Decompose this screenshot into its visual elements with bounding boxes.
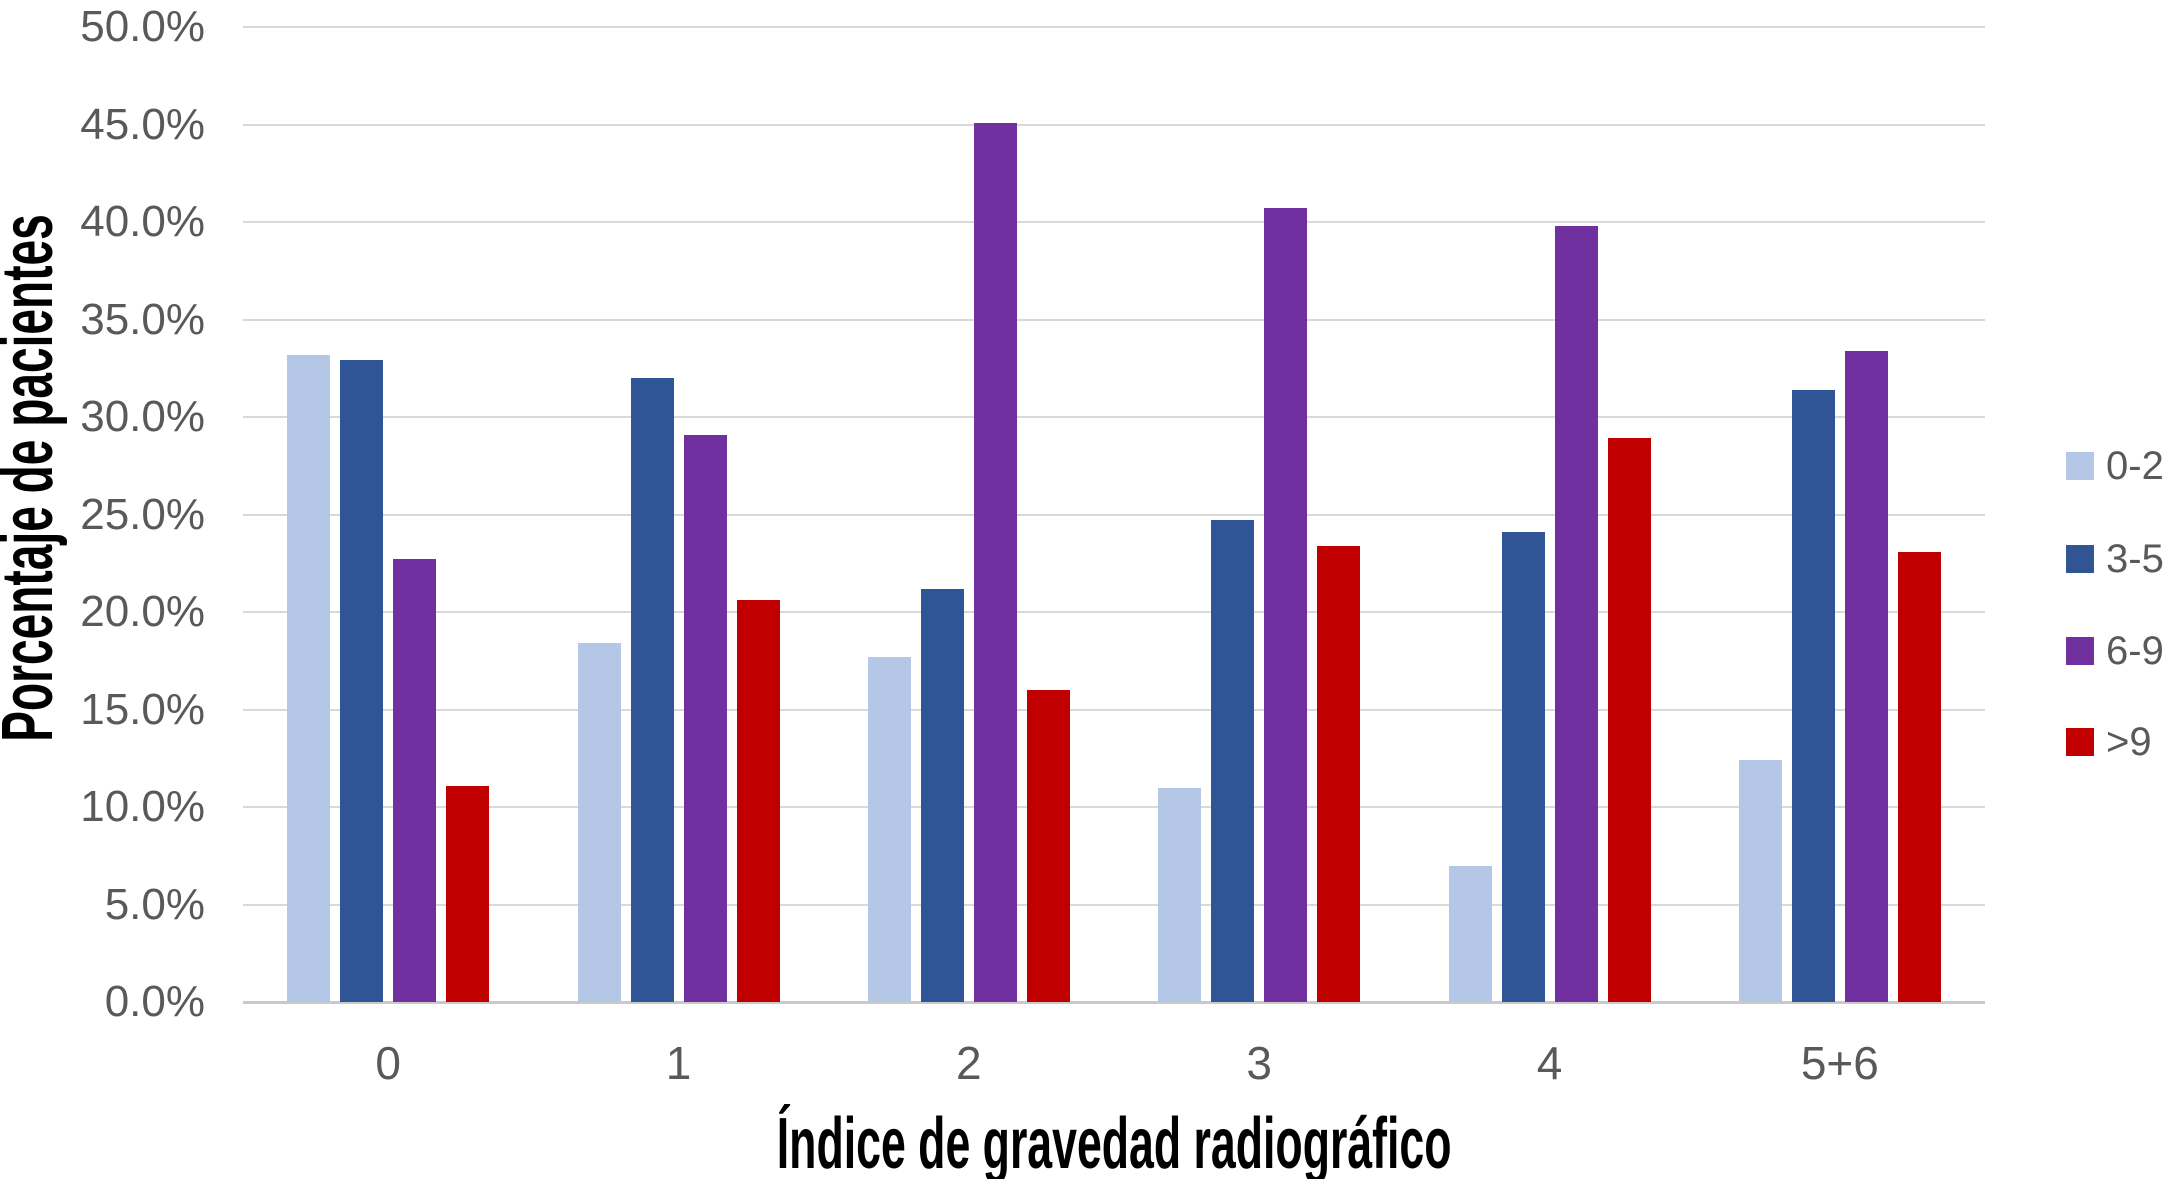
bar-3-5-cat-1 (630, 378, 674, 1002)
y-tick-label: 5.0% (104, 879, 205, 929)
gridline (243, 26, 1985, 28)
bar-6-9-cat-3 (1264, 208, 1308, 1002)
legend-label->9: >9 (2106, 720, 2152, 764)
legend-swatch-3-5 (2066, 545, 2094, 573)
y-tick-label: 0.0% (104, 977, 205, 1026)
y-tick-label: 45.0% (80, 99, 205, 149)
bar-0-2-cat-2 (867, 656, 911, 1002)
gridline (243, 806, 1985, 808)
legend-swatch-0-2 (2066, 452, 2094, 480)
bar-3-5-cat-5+6 (1791, 389, 1835, 1002)
gridline (243, 513, 1985, 516)
bar-6-9-cat-5+6 (1844, 350, 1888, 1002)
bar->9-cat-3 (1317, 545, 1361, 1002)
gridline (243, 903, 1985, 906)
bar->9-cat-4 (1607, 438, 1651, 1002)
bar-0-2-cat-5+6 (1738, 760, 1782, 1002)
x-tick-label: 5+6 (1800, 1037, 1879, 1089)
y-tick-label: 20.0% (80, 587, 205, 636)
gridline (243, 416, 1985, 418)
bar->9-cat-1 (736, 600, 780, 1002)
bar-3-5-cat-0 (340, 360, 384, 1002)
bar->9-cat-5+6 (1897, 551, 1941, 1002)
bar-3-5-cat-3 (1211, 520, 1255, 1002)
gridline (243, 611, 1985, 613)
y-tick-label: 30.0% (80, 392, 205, 441)
gridline (243, 318, 1985, 321)
y-tick-label: 15.0% (80, 684, 205, 734)
bar-0-2-cat-1 (577, 643, 621, 1002)
x-axis-line (243, 1001, 1985, 1004)
x-axis-title: Índice de gravedad radiográfico (243, 1108, 1985, 1179)
bar-3-5-cat-2 (920, 588, 964, 1002)
x-tick-label: 1 (665, 1037, 692, 1089)
bar-3-5-cat-4 (1501, 532, 1545, 1002)
x-axis-title-text: Índice de gravedad radiográfico (776, 1104, 1452, 1179)
bar-6-9-cat-1 (683, 434, 727, 1002)
x-tick-label: 3 (1246, 1037, 1272, 1089)
legend-swatch-6-9 (2066, 637, 2094, 665)
bar-6-9-cat-0 (393, 559, 437, 1002)
bar->9-cat-2 (1026, 690, 1070, 1002)
gridline (243, 708, 1985, 711)
gridline (243, 221, 1985, 223)
y-tick-label: 35.0% (80, 294, 205, 344)
bar->9-cat-0 (446, 785, 490, 1002)
bar-6-9-cat-4 (1554, 225, 1598, 1002)
y-tick-label: 25.0% (80, 489, 205, 539)
legend-label-3-5: 3-5 (2106, 537, 2164, 581)
x-tick-label: 4 (1536, 1037, 1563, 1089)
legend-label-0-2: 0-2 (2106, 444, 2164, 488)
gridline (243, 123, 1985, 126)
bar-6-9-cat-2 (973, 122, 1017, 1002)
y-axis-title: Porcentaje de pacientes (0, 214, 68, 742)
x-tick-label: 0 (375, 1037, 401, 1089)
y-tick-label: 50.0% (80, 2, 205, 51)
y-tick-label: 40.0% (80, 197, 205, 246)
legend-label-6-9: 6-9 (2106, 629, 2164, 673)
y-tick-label: 10.0% (80, 782, 205, 831)
legend-swatch->9 (2066, 728, 2094, 756)
bar-0-2-cat-4 (1448, 865, 1492, 1002)
bar-0-2-cat-0 (287, 354, 331, 1002)
bar-0-2-cat-3 (1158, 787, 1202, 1002)
x-tick-label: 2 (956, 1037, 982, 1089)
